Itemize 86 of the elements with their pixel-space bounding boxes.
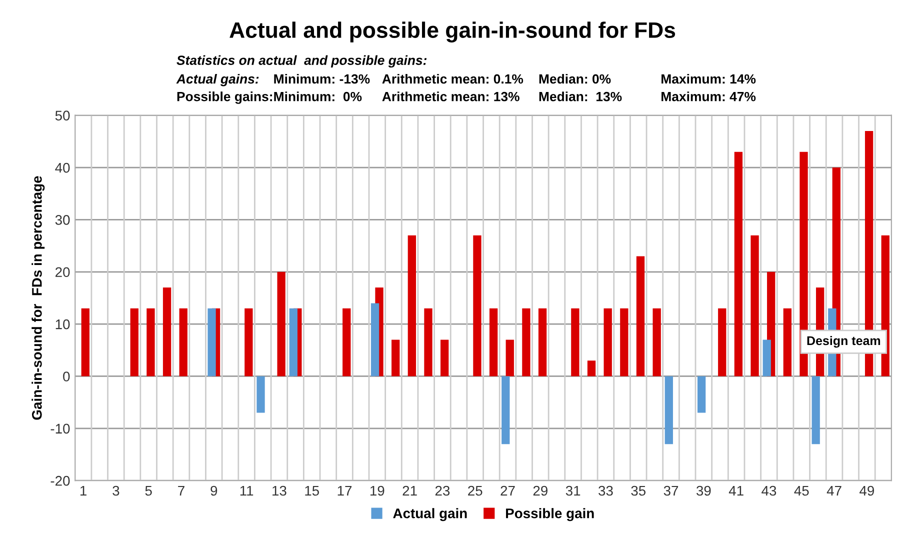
bar [440, 340, 449, 376]
x-tick-label: 5 [145, 486, 152, 496]
bar [587, 360, 596, 376]
x-tick-label: 25 [468, 486, 482, 496]
text: Actual gains: [176, 74, 259, 86]
y-tick-label: 40 [55, 162, 70, 173]
legend-label: Possible gain [506, 508, 594, 522]
x-tick-label: 27 [500, 486, 515, 496]
bar [571, 308, 580, 376]
bar [522, 308, 530, 376]
text: Arithmetic mean: 0.1% [382, 74, 524, 84]
x-tick-label: 17 [338, 486, 352, 496]
x-tick-label: 43 [762, 486, 776, 496]
bar [81, 308, 90, 376]
bar [664, 376, 673, 444]
bar [604, 308, 612, 376]
x-tick-label: 19 [370, 486, 384, 496]
chart-subtitle: Statistics on actual and possible gains: [176, 55, 427, 68]
x-tick-label: 7 [178, 486, 184, 496]
bar [697, 376, 706, 413]
y-tick-label: -20 [50, 476, 70, 486]
bar [506, 340, 514, 376]
bar [179, 308, 188, 376]
x-tick-label: 41 [728, 486, 744, 496]
bar [812, 376, 820, 444]
bar [538, 308, 547, 376]
x-tick-label: 15 [305, 486, 319, 496]
text: Possible gains: [177, 92, 272, 104]
text: Maximum: 14% [662, 74, 756, 84]
x-tick-label: 23 [435, 486, 450, 496]
bar [489, 308, 498, 376]
bar [277, 272, 286, 376]
bar [392, 340, 400, 376]
y-axis-title: Gain-in-sound for FDs in percentage [32, 176, 45, 420]
x-tick-label: 45 [794, 486, 809, 496]
bar [783, 308, 792, 376]
bar [162, 288, 172, 376]
x-tick-label: 31 [566, 486, 580, 496]
bar [652, 308, 661, 376]
y-tick-label: 50 [55, 110, 70, 121]
x-tick-label: 33 [598, 486, 613, 496]
bar [734, 152, 743, 376]
bar [620, 308, 628, 376]
bar [244, 308, 253, 376]
text: Minimum: 0% [274, 92, 362, 102]
bar [762, 340, 771, 376]
text: Arithmetic mean: 13% [382, 92, 520, 102]
y-tick-label: 10 [56, 319, 70, 330]
bar [718, 308, 726, 376]
x-tick-label: 37 [664, 486, 678, 496]
text: Minimum: -13% [274, 74, 370, 84]
bar [208, 308, 216, 376]
x-tick-label: 1 [80, 486, 86, 496]
x-tick-label: 35 [631, 486, 646, 496]
bar [636, 256, 645, 376]
bar [424, 308, 432, 376]
bar [502, 376, 510, 444]
x-tick-label: 49 [860, 486, 874, 496]
x-tick-label: 21 [402, 486, 417, 496]
text: Median: 13% [539, 92, 622, 102]
x-tick-label: 9 [210, 486, 218, 496]
bar [370, 303, 380, 376]
y-tick-label: 30 [55, 215, 70, 225]
x-tick-label: 29 [533, 486, 548, 496]
chart-title: Actual and possible gain-in-sound for FDs [230, 22, 676, 42]
y-tick-label: 0 [63, 372, 70, 382]
bar [146, 308, 155, 376]
text: Maximum: 47% [662, 92, 756, 102]
y-tick-label: -10 [50, 424, 70, 434]
bar [289, 308, 298, 376]
bar [342, 308, 351, 376]
bar [408, 235, 416, 376]
y-tick-label: 20 [56, 267, 70, 278]
bar [473, 235, 482, 376]
x-tick-label: 47 [826, 486, 842, 496]
text: Median: 0% [539, 74, 611, 84]
x-tick-label: 39 [696, 486, 711, 496]
bar [750, 235, 759, 376]
x-tick-label: 11 [240, 486, 254, 496]
bar [800, 152, 808, 376]
x-tick-label: 3 [112, 486, 120, 496]
legend-label: Actual gain [393, 508, 467, 522]
annotation: Design team [807, 336, 880, 348]
bar [256, 376, 265, 413]
x-tick-label: 13 [272, 486, 286, 496]
bar [130, 308, 138, 376]
